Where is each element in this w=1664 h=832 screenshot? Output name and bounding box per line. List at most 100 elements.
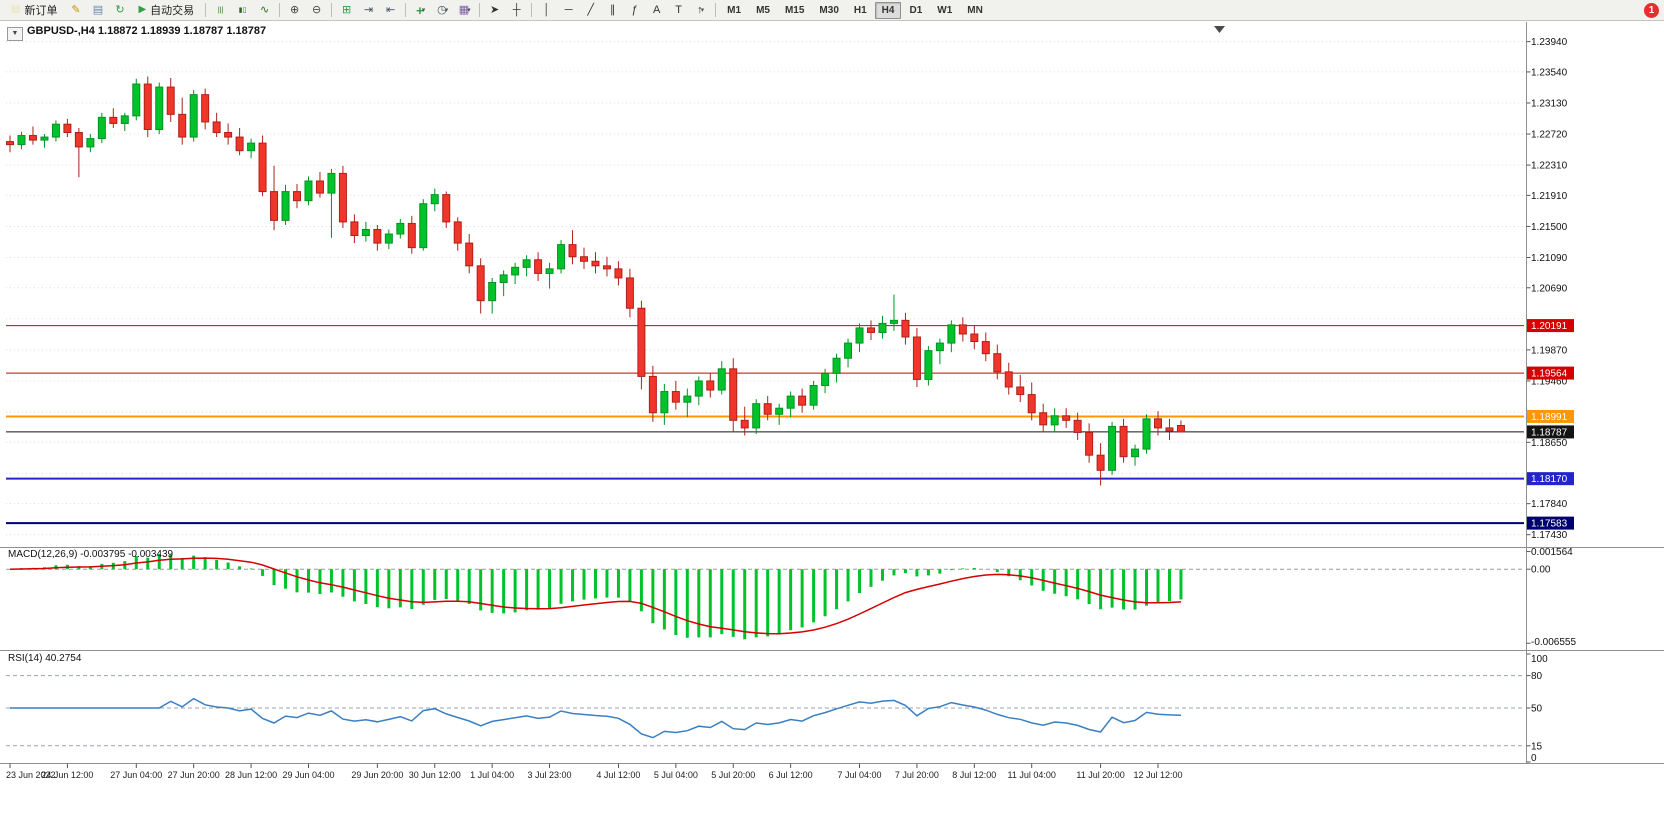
candle-body	[717, 368, 726, 391]
refresh-icon[interactable]: ↻	[109, 1, 130, 20]
equidistant-channel-icon[interactable]: ∥	[602, 1, 623, 20]
text-label-icon[interactable]: T	[668, 1, 689, 20]
candle-body	[1108, 425, 1117, 471]
time-axis-label: 8 Jul 12:00	[952, 770, 996, 780]
price-axis-label: 1.20690	[1531, 283, 1568, 294]
notification-badge[interactable]: 1	[1644, 3, 1659, 18]
candle-body	[63, 123, 72, 134]
zoom-out-icon: ⊖	[312, 3, 322, 16]
candle-body	[901, 319, 910, 338]
candle-body	[430, 194, 439, 205]
text-icon[interactable]: A	[646, 1, 667, 20]
line-chart-icon[interactable]: ∿	[254, 1, 275, 20]
auto-trading-button[interactable]: ▶ 自动交易	[131, 1, 201, 20]
candle-body	[545, 268, 554, 274]
candle-body	[270, 191, 279, 221]
toolbar-separator	[405, 3, 407, 17]
candlestick-chart-icon[interactable]: ▮▯	[232, 1, 253, 20]
toolbar-separator	[279, 3, 281, 17]
candle-body	[178, 113, 187, 138]
timeframe-m5[interactable]: M5	[756, 4, 770, 16]
timeframe-h4[interactable]: H4	[874, 1, 902, 19]
chart-shift-marker[interactable]	[1214, 26, 1225, 33]
macd-indicator-label: MACD(12,26,9) -0.003795 -0.003439	[8, 549, 174, 560]
arrows-icon[interactable]: ↑ ▾	[690, 1, 711, 20]
candle-body	[912, 336, 921, 380]
new-order-button[interactable]: ▤ 新订单	[4, 1, 64, 20]
timeframe-h1[interactable]: H1	[853, 4, 867, 16]
candle-body	[844, 342, 853, 359]
timeframe-m15[interactable]: M15	[784, 4, 805, 16]
candle-body	[660, 391, 669, 414]
indicators-icon[interactable]: + ▾	[410, 1, 431, 20]
timeframe-mn[interactable]: MN	[967, 4, 983, 16]
candle-body	[396, 222, 405, 235]
candle-body	[155, 86, 164, 130]
zoom-in-icon[interactable]: ⊕	[284, 1, 305, 20]
horizontal-line-icon[interactable]: ─	[558, 1, 579, 20]
candle-body	[201, 94, 210, 123]
templates-icon: ▦	[458, 3, 470, 16]
crosshair-icon[interactable]: ┼	[506, 1, 527, 20]
candle-body	[683, 395, 692, 403]
toolbar-separator	[205, 3, 207, 17]
chart-shift-icon[interactable]: ⇤	[380, 1, 401, 20]
price-badge	[1527, 319, 1574, 333]
dropdown-caret: ▾	[421, 6, 426, 14]
templates-icon[interactable]: ▦ ▾	[454, 1, 475, 20]
auto-trading-button-label: 自动交易	[150, 5, 195, 17]
candle-body	[327, 172, 336, 194]
cursor-icon[interactable]: ➤	[484, 1, 505, 20]
tile-windows-icon[interactable]: ⊞	[336, 1, 357, 20]
fibonacci-icon[interactable]: ƒ	[624, 1, 645, 20]
toolbar-separator	[715, 3, 717, 17]
vertical-line-icon[interactable]: │	[536, 1, 557, 20]
timeframe-w1[interactable]: W1	[937, 4, 953, 16]
text-label-icon: T	[675, 3, 683, 16]
price-axis-label: 1.21090	[1531, 253, 1568, 264]
candle-body	[1027, 394, 1036, 414]
dropdown-caret: ▾	[700, 6, 705, 14]
trendline-icon[interactable]: ╱	[580, 1, 601, 20]
price-badge	[1527, 516, 1574, 530]
arrows-icon: ↑	[697, 3, 703, 16]
candle-body	[1096, 454, 1105, 471]
price-badge-label: 1.18170	[1531, 474, 1568, 485]
auto-scroll-icon[interactable]: ⇥	[358, 1, 379, 20]
candle-body	[304, 180, 313, 202]
time-axis-label: 5 Jul 20:00	[711, 770, 755, 780]
candle-body	[373, 228, 382, 244]
periods-icon[interactable]: ◷ ▾	[432, 1, 453, 20]
candle-body	[189, 94, 198, 138]
metaeditor-icon[interactable]: ✎	[65, 1, 86, 20]
print-icon[interactable]: ▤	[87, 1, 108, 20]
time-axis-label: 5 Jul 04:00	[654, 770, 698, 780]
candle-body	[602, 265, 611, 270]
zoom-out-icon[interactable]: ⊖	[306, 1, 327, 20]
timeframe-d1[interactable]: D1	[909, 4, 923, 16]
time-axis-label: 11 Jul 04:00	[1008, 770, 1056, 780]
candle-body	[419, 203, 428, 249]
vertical-line-icon: │	[543, 3, 551, 16]
candle-body	[752, 403, 761, 429]
time-axis-label: 29 Jun 04:00	[282, 770, 334, 780]
time-axis-label: 30 Jun 12:00	[409, 770, 461, 780]
candle-body	[889, 319, 898, 324]
candle-body	[40, 136, 49, 141]
timeframe-m1[interactable]: M1	[727, 4, 742, 16]
price-axis-label: 1.22720	[1531, 130, 1568, 141]
candle-body	[867, 327, 875, 333]
trendline-icon: ╱	[587, 3, 594, 16]
candle-body	[476, 265, 485, 302]
toolbar-separator	[479, 3, 481, 17]
time-axis-label: 6 Jul 12:00	[769, 770, 813, 780]
metaeditor-icon: ✎	[71, 3, 81, 16]
candle-body	[706, 380, 715, 391]
candle-body	[1085, 431, 1094, 456]
timeframe-m30[interactable]: M30	[819, 4, 839, 16]
bar-chart-icon[interactable]: |||	[210, 1, 231, 20]
candle-body	[361, 228, 370, 237]
candle-body	[591, 260, 600, 267]
one-click-trading-toggle[interactable]: ▼	[7, 27, 23, 41]
